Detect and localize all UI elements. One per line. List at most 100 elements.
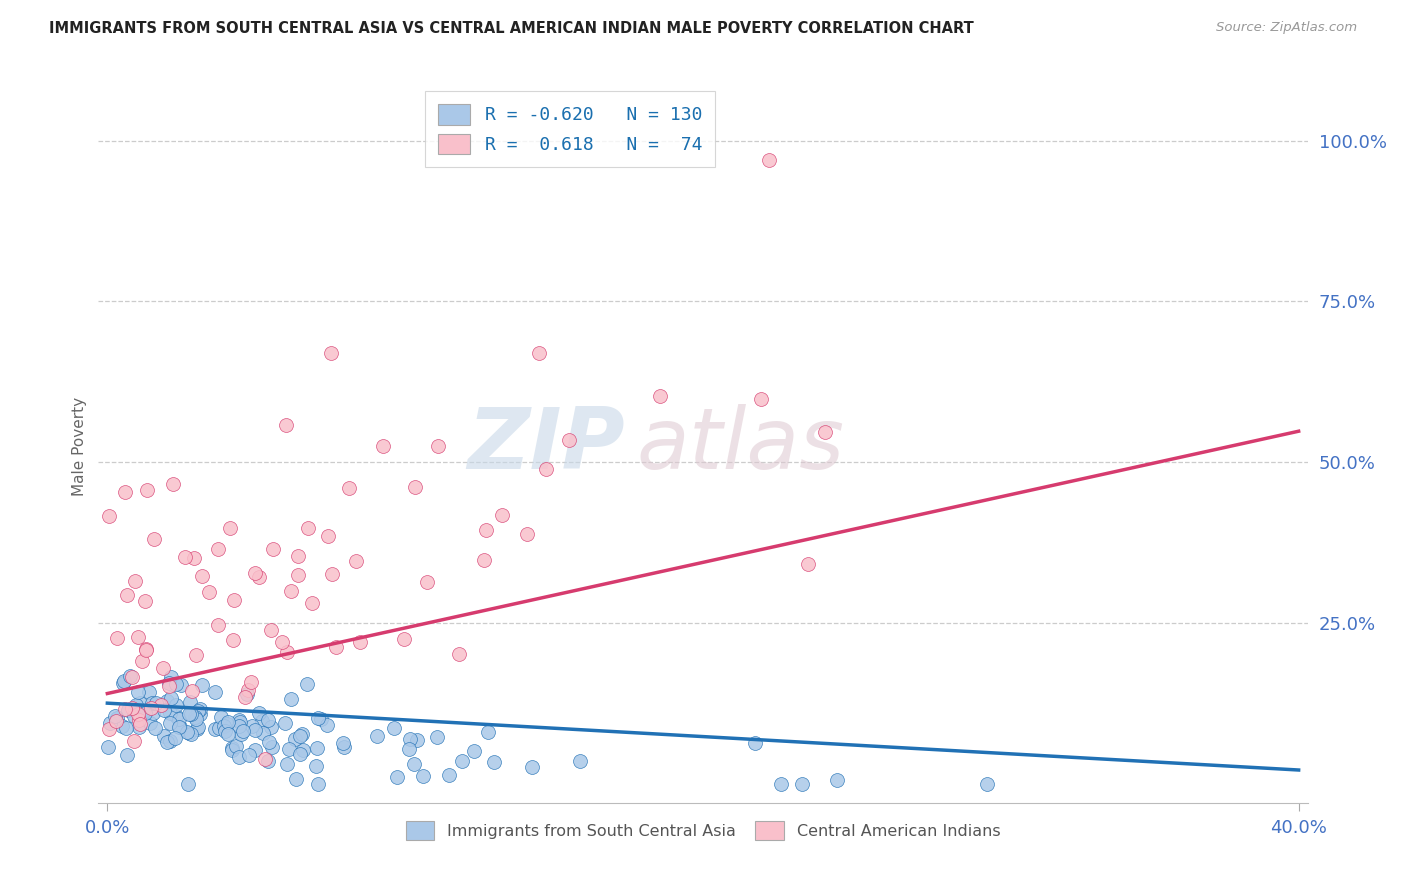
Point <box>114 702 136 716</box>
Point <box>252 726 274 740</box>
Point <box>228 719 250 733</box>
Point <box>104 709 127 723</box>
Point <box>796 557 818 571</box>
Point <box>162 477 184 491</box>
Point <box>179 706 201 721</box>
Point <box>297 677 319 691</box>
Point <box>416 574 439 589</box>
Point <box>121 670 143 684</box>
Point <box>143 721 166 735</box>
Point <box>337 481 360 495</box>
Point <box>287 567 309 582</box>
Point <box>187 704 209 718</box>
Point <box>315 718 337 732</box>
Point <box>235 687 257 701</box>
Point <box>159 706 181 721</box>
Point <box>825 772 848 787</box>
Point <box>648 389 671 403</box>
Point <box>184 712 207 726</box>
Point <box>257 735 280 749</box>
Point <box>406 732 429 747</box>
Point <box>179 695 201 709</box>
Point <box>114 721 136 735</box>
Point <box>308 711 330 725</box>
Point <box>758 153 780 167</box>
Point <box>160 690 183 705</box>
Point <box>152 661 174 675</box>
Point <box>188 701 211 715</box>
Point <box>97 722 120 736</box>
Point <box>325 640 347 654</box>
Point <box>184 648 207 662</box>
Point <box>97 739 120 754</box>
Point <box>229 727 252 741</box>
Point <box>276 417 298 432</box>
Point <box>150 698 173 712</box>
Legend: Immigrants from South Central Asia, Central American Indians: Immigrants from South Central Asia, Cent… <box>399 815 1007 847</box>
Point <box>157 679 180 693</box>
Point <box>307 776 329 790</box>
Point <box>214 723 236 738</box>
Point <box>451 754 474 768</box>
Point <box>136 483 159 497</box>
Point <box>180 706 202 721</box>
Point <box>156 735 179 749</box>
Point <box>221 740 243 755</box>
Text: atlas: atlas <box>637 404 845 488</box>
Point <box>208 722 231 736</box>
Point <box>187 720 209 734</box>
Point <box>404 757 426 772</box>
Point <box>120 669 142 683</box>
Point <box>385 770 408 784</box>
Point <box>285 772 308 786</box>
Point <box>222 593 245 607</box>
Point <box>124 702 146 716</box>
Point <box>404 480 426 494</box>
Point <box>976 776 998 790</box>
Point <box>190 568 212 582</box>
Y-axis label: Male Poverty: Male Poverty <box>72 396 87 496</box>
Point <box>276 756 298 771</box>
Point <box>181 684 204 698</box>
Point <box>790 776 813 790</box>
Point <box>117 703 139 717</box>
Point <box>332 740 354 755</box>
Point <box>382 722 405 736</box>
Point <box>482 755 505 769</box>
Point <box>240 719 263 733</box>
Point <box>238 683 260 698</box>
Point <box>156 694 179 708</box>
Point <box>332 736 354 750</box>
Point <box>228 713 250 727</box>
Point <box>191 678 214 692</box>
Point <box>204 685 226 699</box>
Point <box>260 623 283 637</box>
Point <box>190 706 212 721</box>
Point <box>180 727 202 741</box>
Point <box>129 697 152 711</box>
Text: IMMIGRANTS FROM SOUTH CENTRAL ASIA VS CENTRAL AMERICAN INDIAN MALE POVERTY CORRE: IMMIGRANTS FROM SOUTH CENTRAL ASIA VS CE… <box>49 21 974 36</box>
Point <box>114 484 136 499</box>
Point <box>122 734 145 748</box>
Point <box>371 438 394 452</box>
Point <box>749 392 772 406</box>
Point <box>141 696 163 710</box>
Point <box>769 776 792 790</box>
Point <box>477 725 499 739</box>
Point <box>110 719 132 733</box>
Point <box>291 727 314 741</box>
Point <box>131 654 153 668</box>
Point <box>122 708 145 723</box>
Point <box>142 706 165 720</box>
Point <box>250 714 273 729</box>
Point <box>177 725 200 739</box>
Point <box>222 633 245 648</box>
Point <box>186 722 208 736</box>
Point <box>284 731 307 746</box>
Point <box>204 723 226 737</box>
Point <box>291 743 314 757</box>
Point <box>183 551 205 566</box>
Point <box>128 717 150 731</box>
Point <box>138 685 160 699</box>
Point <box>112 673 135 688</box>
